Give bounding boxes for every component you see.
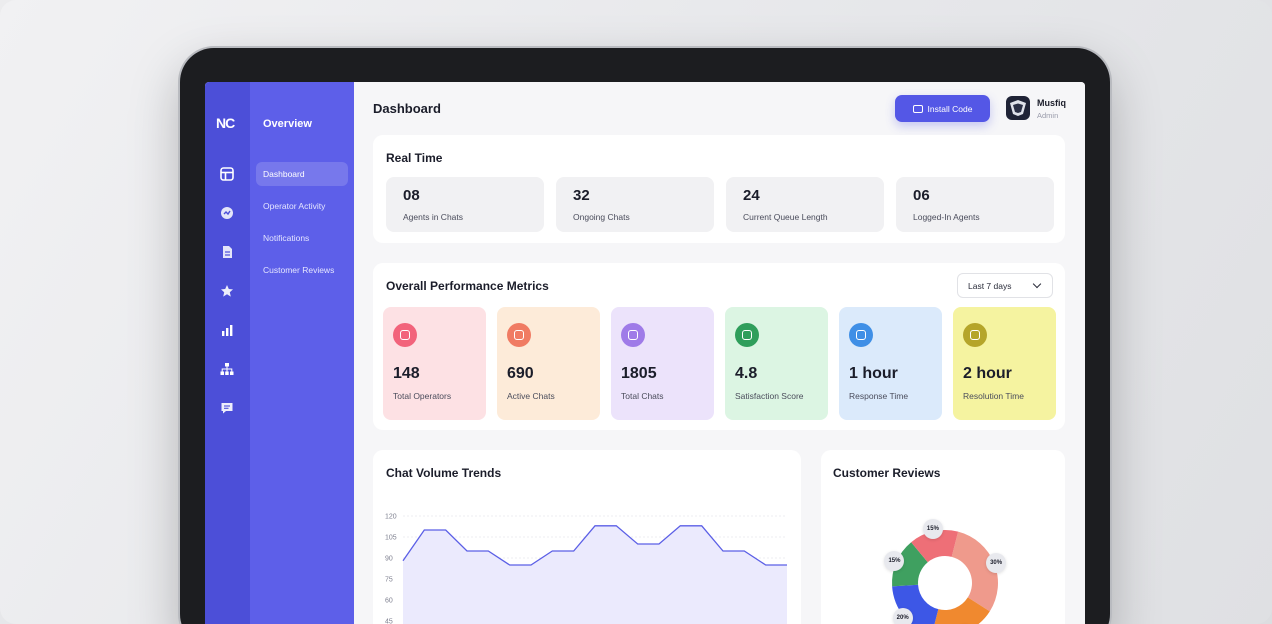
icon-rail: NC [205, 82, 250, 624]
metric-value: 4.8 [735, 365, 758, 382]
activity-icon[interactable] [220, 206, 234, 220]
stat-value: 32 [573, 187, 590, 204]
metric-icon [507, 323, 531, 347]
real-time-card: Real Time 08 Agents in Chats 32 Ongoing … [373, 135, 1065, 243]
pie-slice [951, 531, 998, 612]
series-line [402, 525, 787, 566]
y-tick-label: 75 [385, 577, 393, 584]
dashboard-icon[interactable] [220, 167, 234, 181]
date-range-select[interactable]: Last 7 days [957, 273, 1053, 298]
y-tick-label: 60 [385, 598, 393, 605]
metric-label: Satisfaction Score [735, 391, 804, 401]
document-icon[interactable] [220, 245, 234, 259]
date-range-value: Last 7 days [968, 280, 1012, 291]
metric-icon [849, 323, 873, 347]
stat-label: Agents in Chats [403, 212, 464, 222]
stat-value: 08 [403, 187, 420, 204]
chat-volume-card: Chat Volume Trends 120 105 90 75 60 45 [373, 450, 801, 624]
metric-label: Total Chats [621, 391, 664, 401]
metric-value: 1805 [621, 365, 657, 382]
sidebar-item-dashboard[interactable]: Dashboard [256, 162, 348, 186]
stat-queue-length: 24 Current Queue Length [726, 177, 884, 232]
user-role: Admin [1037, 111, 1059, 120]
customer-reviews-card: Customer Reviews 30%20%20%15%15% [821, 450, 1065, 624]
star-icon[interactable] [220, 284, 234, 298]
metric-label: Response Time [849, 391, 909, 401]
metric-satisfaction-score: 4.8 Satisfaction Score [725, 307, 828, 420]
sidebar-item-customer-reviews[interactable]: Customer Reviews [263, 265, 335, 275]
metric-active-chats: 690 Active Chats [497, 307, 600, 420]
chat-volume-chart: 120 105 90 75 60 45 [385, 514, 787, 624]
code-icon [912, 104, 923, 113]
message-icon[interactable] [220, 401, 234, 415]
stat-agents-in-chats: 08 Agents in Chats [386, 177, 544, 232]
stat-value: 06 [913, 187, 930, 204]
metric-value: 1 hour [849, 365, 898, 382]
install-code-label: Install Code [927, 103, 973, 114]
main-content: Dashboard Install Code Musfiq Admin Real… [354, 82, 1085, 624]
metric-total-chats: 1805 Total Chats [611, 307, 714, 420]
metric-icon [963, 323, 987, 347]
y-tick-label: 90 [385, 556, 393, 563]
slice-label: 30% [986, 552, 1007, 573]
metric-resolution-time: 2 hour Resolution Time [953, 307, 1056, 420]
stat-ongoing-chats: 32 Ongoing Chats [556, 177, 714, 232]
chat-volume-title: Chat Volume Trends [386, 466, 502, 480]
app-logo[interactable]: NC [216, 115, 235, 131]
stat-label: Logged-In Agents [913, 212, 980, 222]
pie-slice [934, 597, 990, 624]
stat-label: Ongoing Chats [573, 212, 630, 222]
customer-reviews-title: Customer Reviews [833, 466, 941, 480]
metric-value: 2 hour [963, 365, 1012, 382]
metric-label: Resolution Time [963, 391, 1024, 401]
sidebar-item-operator-activity[interactable]: Operator Activity [263, 201, 326, 211]
sidebar-menu: Overview Dashboard Operator Activity Not… [250, 82, 354, 624]
metric-icon [621, 323, 645, 347]
pie-slice [911, 530, 959, 563]
customer-reviews-chart [892, 530, 998, 624]
area-fill [403, 525, 787, 624]
slice-label: 20% [892, 608, 913, 624]
stat-logged-in-agents: 06 Logged-In Agents [896, 177, 1054, 232]
metric-icon [735, 323, 759, 347]
metric-value: 690 [507, 365, 534, 382]
metric-icon [393, 323, 417, 347]
chevron-down-icon [1032, 279, 1042, 289]
bar-chart-icon[interactable] [220, 323, 234, 337]
pie-slice [892, 542, 928, 587]
user-name: Musfiq [1037, 98, 1066, 108]
performance-card: Overall Performance Metrics Last 7 days … [373, 263, 1065, 430]
page-title: Dashboard [373, 101, 441, 116]
slice-label: 15% [884, 551, 905, 572]
stat-value: 24 [743, 187, 760, 204]
metric-value: 148 [393, 365, 420, 382]
y-tick-label: 105 [385, 535, 397, 542]
hierarchy-icon[interactable] [220, 362, 234, 376]
y-tick-label: 45 [385, 619, 393, 624]
performance-title: Overall Performance Metrics [386, 279, 549, 293]
sidebar-item-notifications[interactable]: Notifications [263, 233, 310, 243]
metric-label: Active Chats [507, 391, 555, 401]
stat-label: Current Queue Length [743, 212, 828, 222]
metric-label: Total Operators [393, 391, 452, 401]
avatar[interactable] [1006, 96, 1030, 120]
slice-label: 15% [922, 519, 943, 540]
metric-response-time: 1 hour Response Time [839, 307, 942, 420]
install-code-button[interactable]: Install Code [895, 95, 990, 122]
y-tick-label: 120 [385, 514, 397, 521]
app-screen: NC Overview Dashboard Operator Activity … [205, 82, 1085, 624]
metric-total-operators: 148 Total Operators [383, 307, 486, 420]
menu-title: Overview [263, 118, 312, 130]
real-time-title: Real Time [386, 151, 443, 165]
